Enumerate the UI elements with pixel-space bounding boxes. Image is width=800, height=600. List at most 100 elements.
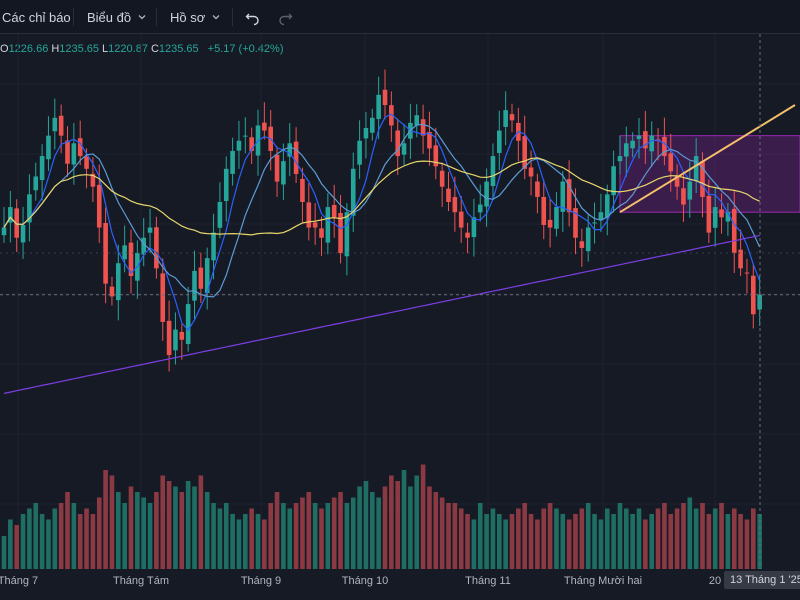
chart-type-button[interactable]: Biểu đồ <box>87 0 147 34</box>
candle-body <box>281 161 286 185</box>
candle-body <box>604 194 610 218</box>
volume-bar <box>192 486 197 569</box>
candle-body <box>560 181 566 212</box>
volume-bar <box>439 497 445 569</box>
candle-body <box>706 195 712 233</box>
open-value: 1226.66 <box>8 43 49 55</box>
indicators-button[interactable]: Các chỉ báo <box>2 0 71 34</box>
volume-bar <box>497 514 502 569</box>
open-label: O <box>0 43 9 55</box>
candle-body <box>541 196 547 225</box>
volume-bar <box>547 503 553 569</box>
candle-body <box>243 135 248 137</box>
volume-bar <box>33 503 39 569</box>
candle-body <box>109 286 115 297</box>
volume-bar <box>20 514 26 569</box>
volume-bar <box>687 497 693 569</box>
candle-body <box>566 179 572 213</box>
volume-bar <box>281 503 286 569</box>
candle-body <box>395 130 400 157</box>
volume-bar <box>249 508 254 569</box>
candle-body <box>166 320 172 356</box>
volume-bar <box>211 503 216 569</box>
volume-bar <box>452 503 458 569</box>
profile-button[interactable]: Hồ sơ <box>170 0 221 34</box>
candle-body <box>757 294 762 310</box>
volume-bar <box>624 508 629 569</box>
time-axis <box>0 569 800 600</box>
candle-body <box>84 156 89 169</box>
candle-body <box>446 188 451 202</box>
volume-bar <box>71 503 77 569</box>
candle-body <box>433 145 439 167</box>
candle-body <box>147 227 153 233</box>
volume-bar <box>160 475 166 569</box>
volume-bar <box>96 497 102 569</box>
candle-body <box>668 153 674 172</box>
candle-body <box>204 258 210 294</box>
volume-bar <box>179 492 185 569</box>
moving-average-slow-line <box>3 157 760 236</box>
volume-bar <box>306 492 312 569</box>
volume-bar <box>185 481 191 569</box>
undo-icon[interactable] <box>244 8 262 26</box>
volume-bar <box>223 503 229 569</box>
volume-bar <box>262 519 267 569</box>
time-label-sep: Tháng 9 <box>240 575 282 587</box>
candle-body <box>173 329 178 351</box>
volume-bar <box>535 519 540 569</box>
volume-bar <box>522 503 527 569</box>
volume-bar <box>77 514 83 569</box>
candle-body <box>262 122 267 131</box>
candle-body <box>731 208 737 254</box>
volume-bar <box>166 481 172 569</box>
trendline-drawing <box>619 104 796 214</box>
candle-body <box>1 227 7 236</box>
candle-body <box>39 156 45 181</box>
volume-bar <box>236 519 242 569</box>
candle-body <box>128 242 134 276</box>
candle-body <box>554 207 559 229</box>
candle-body <box>287 143 293 157</box>
volume-bar <box>503 519 508 569</box>
volume-bar <box>427 486 432 569</box>
crosshair-date-label: 13 Tháng 1 '25 <box>724 571 800 589</box>
volume-bar <box>414 475 420 569</box>
volume-bar <box>382 486 388 569</box>
candle-body <box>528 167 534 177</box>
candle-body <box>96 184 102 228</box>
volume-bar <box>630 514 635 569</box>
candle-body <box>116 263 121 301</box>
volume-bar <box>471 519 477 569</box>
volume-bar <box>566 519 572 569</box>
candle-body <box>154 227 159 269</box>
candle-body <box>58 115 64 136</box>
volume-bar <box>344 503 350 569</box>
time-label-oct: Tháng 10 <box>341 575 389 587</box>
chart-label: Biểu đồ <box>87 9 132 25</box>
volume-bar <box>154 492 159 569</box>
price-chart[interactable] <box>0 34 800 569</box>
candle-body <box>160 273 166 322</box>
candle-body <box>338 212 343 254</box>
volume-bar <box>611 514 616 569</box>
candle-body <box>465 232 470 238</box>
volume-bar <box>135 492 140 569</box>
volume-bar <box>14 525 19 569</box>
candle-body <box>509 114 515 121</box>
volume-bar <box>541 508 547 569</box>
high-value: 1235.65 <box>59 43 100 55</box>
volume-bar <box>8 519 13 569</box>
volume-bar <box>751 508 756 569</box>
volume-bar <box>325 503 331 569</box>
volume-bar <box>560 514 566 569</box>
volume-bar <box>319 508 324 569</box>
volume-bar <box>592 514 597 569</box>
volume-bar <box>700 503 705 569</box>
candle-body <box>427 131 432 149</box>
candle-body <box>624 143 629 157</box>
redo-icon[interactable] <box>276 8 294 26</box>
volume-bar <box>484 514 489 569</box>
candle-body <box>649 135 654 152</box>
volume-bar <box>731 508 737 569</box>
